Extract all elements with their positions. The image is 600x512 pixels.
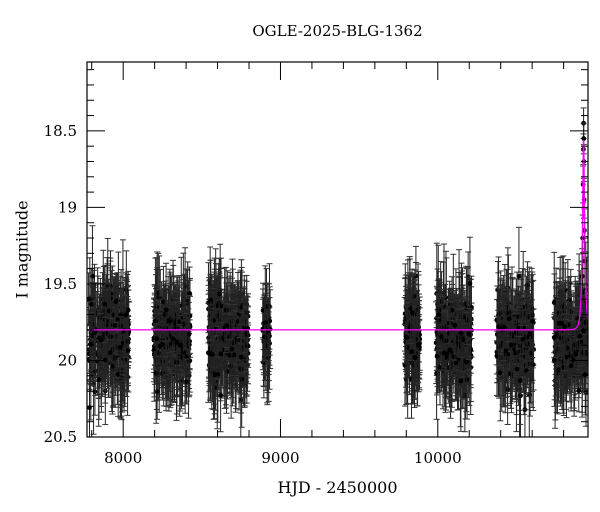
point-marker <box>117 345 123 350</box>
point-marker <box>153 370 159 376</box>
point-marker <box>215 313 220 319</box>
point-marker <box>97 315 103 320</box>
point-marker <box>96 377 102 383</box>
data-point <box>404 302 411 393</box>
point-marker <box>218 303 224 309</box>
point-marker <box>231 352 237 358</box>
point-marker <box>412 355 418 361</box>
data-point <box>95 339 102 420</box>
data-point <box>409 284 416 341</box>
point-marker <box>98 337 104 343</box>
point-marker <box>227 352 233 358</box>
point-marker <box>244 310 250 315</box>
point-marker <box>120 340 126 345</box>
point-marker <box>187 291 193 296</box>
point-marker <box>88 301 94 307</box>
data-point <box>159 309 166 380</box>
point-marker <box>226 334 232 340</box>
point-marker <box>177 342 183 348</box>
point-marker <box>162 312 168 318</box>
data-point <box>112 280 119 324</box>
data-point <box>217 322 224 386</box>
point-marker <box>110 363 115 369</box>
point-marker <box>216 291 222 297</box>
point-marker <box>224 323 230 328</box>
point-marker <box>174 339 180 345</box>
data-point <box>87 306 94 382</box>
point-marker <box>209 351 215 357</box>
point-marker <box>102 301 108 307</box>
point-marker <box>265 328 271 334</box>
data-point <box>238 330 245 428</box>
point-marker <box>92 330 98 335</box>
point-marker <box>239 376 245 382</box>
chart-title: OGLE-2025-BLG-1362 <box>252 22 423 40</box>
point-marker <box>160 342 166 348</box>
point-marker <box>103 331 109 336</box>
point-marker <box>223 307 229 313</box>
point-marker <box>102 357 108 363</box>
data-point <box>214 326 221 423</box>
point-marker <box>166 318 171 324</box>
point-marker <box>123 312 129 318</box>
data-point <box>238 311 245 403</box>
data-points <box>87 107 588 437</box>
point-marker <box>409 349 415 355</box>
data-point <box>111 277 118 374</box>
point-marker <box>228 363 234 369</box>
data-point <box>117 316 124 379</box>
point-marker <box>154 336 160 342</box>
data-point <box>412 316 419 399</box>
data-point <box>153 299 160 379</box>
point-marker <box>154 389 160 394</box>
point-marker <box>404 345 410 350</box>
point-marker <box>218 392 224 398</box>
point-marker <box>238 354 244 360</box>
data-point <box>223 302 230 349</box>
point-marker <box>215 371 221 377</box>
x-axis-label: HJD - 2450000 <box>277 478 398 497</box>
point-marker <box>238 305 243 310</box>
point-marker <box>415 342 421 348</box>
point-marker <box>404 334 410 340</box>
data-point <box>102 316 109 404</box>
point-marker <box>170 336 176 342</box>
point-marker <box>219 335 225 341</box>
data-point <box>186 266 193 321</box>
point-marker <box>163 307 169 313</box>
point-marker <box>169 341 175 347</box>
point-marker <box>153 318 159 324</box>
data-point <box>262 284 269 362</box>
point-marker <box>125 348 131 353</box>
data-point <box>186 294 193 374</box>
data-point <box>207 259 214 341</box>
data-point <box>169 303 176 375</box>
point-marker <box>262 320 268 326</box>
point-marker <box>112 322 118 328</box>
data-point <box>228 300 235 398</box>
data-point <box>183 358 190 405</box>
point-marker <box>186 331 192 337</box>
point-marker <box>409 310 415 315</box>
point-marker <box>208 297 214 303</box>
point-marker <box>87 341 93 347</box>
data-point <box>122 272 129 358</box>
point-marker <box>184 379 189 384</box>
point-marker <box>218 351 224 357</box>
point-marker <box>113 299 119 305</box>
point-marker <box>261 360 266 366</box>
data-point <box>209 307 216 401</box>
point-marker <box>229 346 235 352</box>
data-point <box>403 306 410 369</box>
point-marker <box>184 354 190 360</box>
point-marker <box>107 350 113 355</box>
data-point <box>176 324 183 367</box>
point-marker <box>115 371 121 377</box>
data-point <box>163 262 170 358</box>
data-point <box>91 300 98 365</box>
point-marker <box>261 334 267 340</box>
data-point <box>97 312 104 368</box>
data-point <box>173 301 180 384</box>
